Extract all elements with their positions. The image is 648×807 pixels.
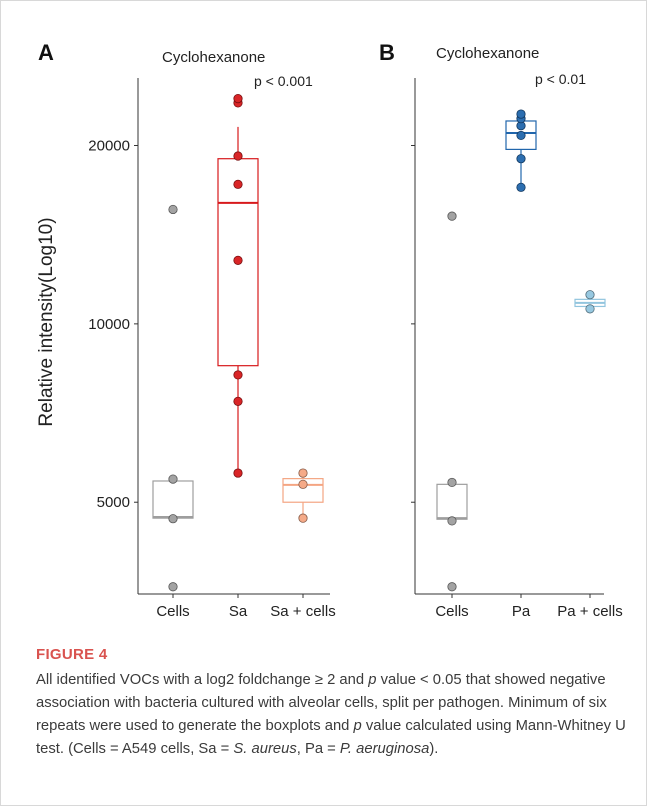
boxplot-sa-cells [282,468,324,523]
caption-run: All identified VOCs with a log2 foldchan… [36,672,369,688]
figure-charts: Relative intensity(Log10) A Cyclohexanon… [36,40,623,620]
panel-b-title: Cyclohexanone [436,45,539,62]
caption-italic-run: S. aureus [233,741,297,757]
data-point [233,179,243,189]
caption-run: value calculated using Mann-Whitney U te… [36,718,626,757]
data-point [447,582,457,592]
panel-b-letter: B [379,40,395,65]
data-point [168,514,178,524]
x-tick-label: Pa [512,603,531,620]
data-point [516,154,526,164]
boxplot-cells [436,211,468,592]
x-tick-label: Cells [435,603,468,620]
box-iqr [152,480,194,519]
data-point [233,370,243,380]
data-point [233,93,243,104]
data-point [516,130,526,141]
boxplot-pa [505,109,537,192]
y-axis-title: Relative intensity(Log10) [36,217,57,426]
data-point [447,477,457,488]
caption-run: value < 0.05 that showed negative associ… [36,672,607,734]
caption-run: , Pa = [296,741,340,757]
box-iqr [436,483,468,520]
data-point [233,468,243,478]
figure-caption: FIGURE 4 All identified VOCs with a log2… [36,646,626,761]
data-point [233,255,243,265]
x-tick-label: Pa + cells [557,603,622,620]
data-point [298,513,308,523]
x-tick-label: Sa [229,603,248,620]
data-point [168,582,178,592]
panel-b-p-value: p < 0.01 [535,71,586,87]
panel-a-letter: A [38,40,54,65]
y-tick-label: 10000 [88,316,130,333]
x-tick-label: Sa + cells [270,603,335,620]
figure-label: FIGURE 4 [36,646,108,663]
caption-italic-run: P. aeruginosa [339,741,430,757]
boxplot-cells [152,204,194,592]
data-point [168,204,178,215]
y-tick-label: 20000 [88,138,130,155]
y-tick-label: 5000 [97,494,130,511]
data-point [585,290,595,300]
data-point [447,516,457,526]
panel-a-title: Cyclohexanone [162,49,265,66]
figure-caption-text: All identified VOCs with a log2 foldchan… [36,669,626,761]
data-point [516,109,526,119]
boxplot-pa-cells [574,290,606,314]
data-point [447,211,457,221]
panel-a-p-value: p < 0.001 [254,73,313,89]
caption-italic-run: p [353,718,362,734]
caption-italic-run: p [368,672,377,688]
panel-b: B Cyclohexanone p < 0.01 Cells Pa Pa + cel… [379,40,623,620]
data-point [168,474,178,484]
data-point [585,304,595,314]
panel-a: A Cyclohexanone p < 0.001 5000 10000 20000… [38,40,336,620]
x-tick-label: Cells [156,603,189,620]
boxplot-sa [217,93,259,478]
data-point [516,182,526,192]
data-point [298,479,308,489]
data-point [233,396,243,406]
data-point [233,151,243,161]
caption-run: ). [429,741,439,757]
data-point [298,468,308,478]
